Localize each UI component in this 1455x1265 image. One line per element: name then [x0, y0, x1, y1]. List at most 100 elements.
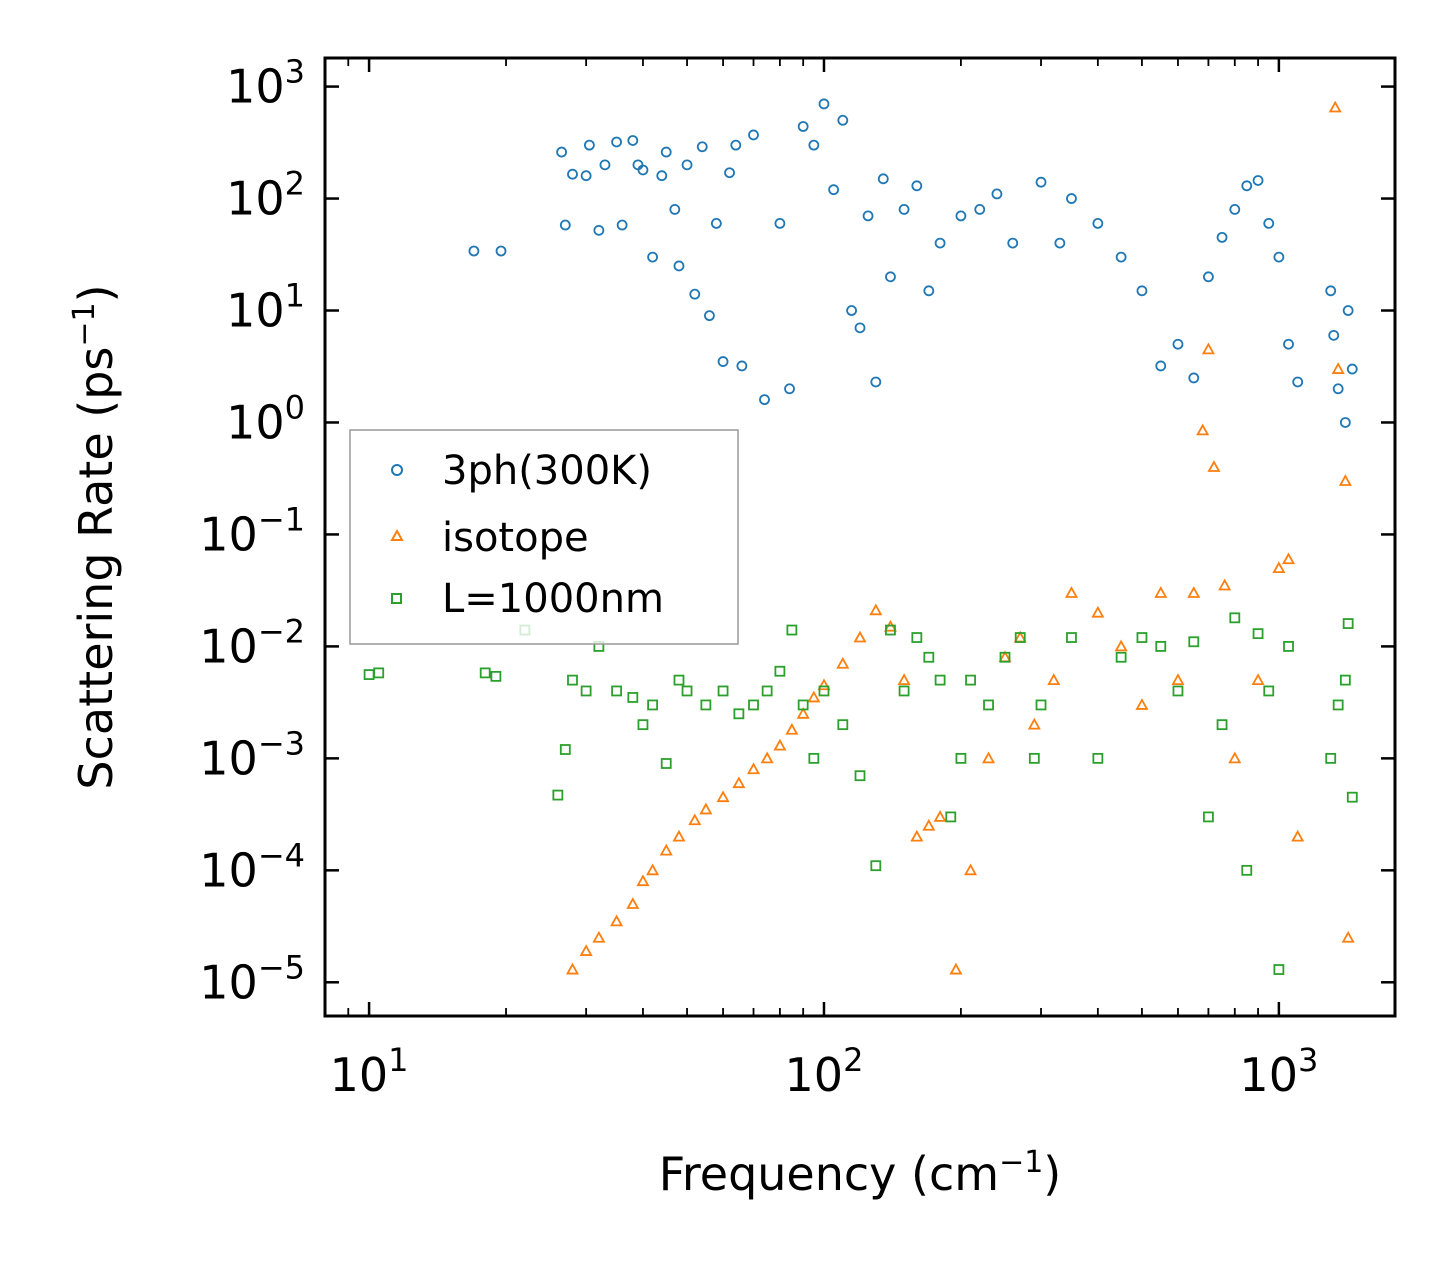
y-tick-exponent: −4	[258, 836, 305, 874]
y-tick-label: 102	[226, 165, 305, 226]
x-tick-label: 102	[785, 1041, 864, 1102]
data-point	[1066, 632, 1077, 643]
data-point	[922, 818, 936, 831]
y-tick-exponent: −2	[258, 612, 305, 650]
data-point	[1066, 193, 1077, 204]
data-point	[748, 129, 759, 141]
data-point	[1292, 376, 1304, 388]
data-point	[1346, 791, 1358, 803]
x-tick-base: 10	[330, 1048, 389, 1102]
data-point	[1252, 175, 1264, 186]
data-point	[1346, 363, 1358, 375]
data-point	[736, 360, 748, 372]
y-tick-label: 100	[226, 388, 305, 449]
data-point	[659, 843, 673, 856]
data-point	[759, 394, 770, 406]
data-point	[760, 751, 774, 764]
data-point	[797, 699, 809, 711]
data-point	[556, 146, 568, 158]
data-point	[647, 251, 658, 263]
data-point	[710, 217, 722, 229]
data-point	[974, 203, 986, 215]
data-point	[808, 752, 820, 764]
plot-frame	[323, 56, 1397, 1018]
data-point	[637, 719, 649, 731]
y-tick-exponent: 0	[285, 388, 305, 426]
tick-layer	[324, 58, 1395, 1016]
data-point	[1283, 338, 1294, 350]
data-point	[669, 203, 681, 215]
data-point	[911, 180, 923, 192]
data-point	[934, 674, 946, 686]
data-point	[1172, 685, 1184, 697]
series-circle	[468, 98, 1358, 428]
data-point	[761, 685, 773, 697]
legend-label-isotope: isotope	[442, 515, 589, 561]
data-point	[1188, 372, 1200, 384]
data-point	[363, 669, 375, 680]
data-point	[1136, 632, 1148, 643]
y-tick-exponent: −3	[258, 724, 305, 762]
series-square	[363, 612, 1358, 975]
data-point	[870, 860, 882, 872]
data-point	[673, 674, 685, 686]
data-point	[579, 944, 593, 956]
data-point	[1241, 180, 1253, 192]
data-point	[1338, 474, 1352, 486]
y-tick-label: 10−1	[199, 500, 305, 561]
data-point	[559, 219, 571, 231]
data-point	[786, 624, 798, 636]
data-point	[1241, 864, 1253, 876]
data-point	[1263, 685, 1275, 697]
data-point	[646, 863, 660, 876]
data-point	[490, 670, 502, 682]
data-point	[1115, 251, 1127, 263]
data-point	[1092, 217, 1104, 229]
data-point	[1272, 561, 1286, 574]
data-point	[1283, 641, 1294, 652]
y-tick-base: 10	[226, 284, 285, 338]
data-point	[746, 762, 761, 775]
data-point	[580, 170, 592, 182]
data-point	[945, 811, 957, 823]
data-point	[1216, 719, 1228, 731]
data-point	[611, 136, 622, 148]
legend-box	[349, 429, 739, 645]
y-tick-exponent: −5	[258, 948, 305, 986]
y-tick-exponent: 1	[285, 277, 305, 315]
data-point	[1207, 460, 1221, 472]
data-point	[1154, 586, 1168, 598]
data-point	[933, 810, 947, 822]
data-point	[836, 656, 850, 669]
data-point	[965, 674, 976, 686]
x-tick-base: 10	[785, 1048, 844, 1102]
data-point	[1187, 586, 1201, 598]
data-point	[580, 685, 592, 697]
data-point	[774, 217, 786, 229]
data-point	[854, 770, 866, 782]
data-point	[565, 962, 580, 975]
data-point	[1047, 673, 1061, 686]
series-triangle	[565, 100, 1355, 975]
data-point	[854, 322, 866, 334]
x-tick-base: 10	[1239, 1048, 1298, 1102]
data-point	[1007, 237, 1019, 249]
x-tick-label: 101	[330, 1041, 409, 1102]
data-point	[647, 699, 658, 711]
data-point	[495, 245, 507, 257]
data-point	[999, 651, 1011, 663]
data-point	[828, 184, 840, 196]
data-point	[681, 159, 693, 171]
data-point	[1229, 612, 1241, 624]
data-point	[1218, 578, 1232, 591]
x-axis-label: Frequency (cm−1)	[659, 1145, 1062, 1201]
data-point	[1014, 632, 1026, 643]
data-point	[869, 603, 883, 616]
data-point	[468, 245, 480, 257]
data-point	[1028, 752, 1040, 764]
data-point	[733, 708, 745, 720]
data-point	[660, 146, 672, 158]
y-tick-base: 10	[199, 731, 258, 785]
x-tick-label: 103	[1239, 1041, 1318, 1102]
y-tick-base: 10	[226, 60, 285, 114]
